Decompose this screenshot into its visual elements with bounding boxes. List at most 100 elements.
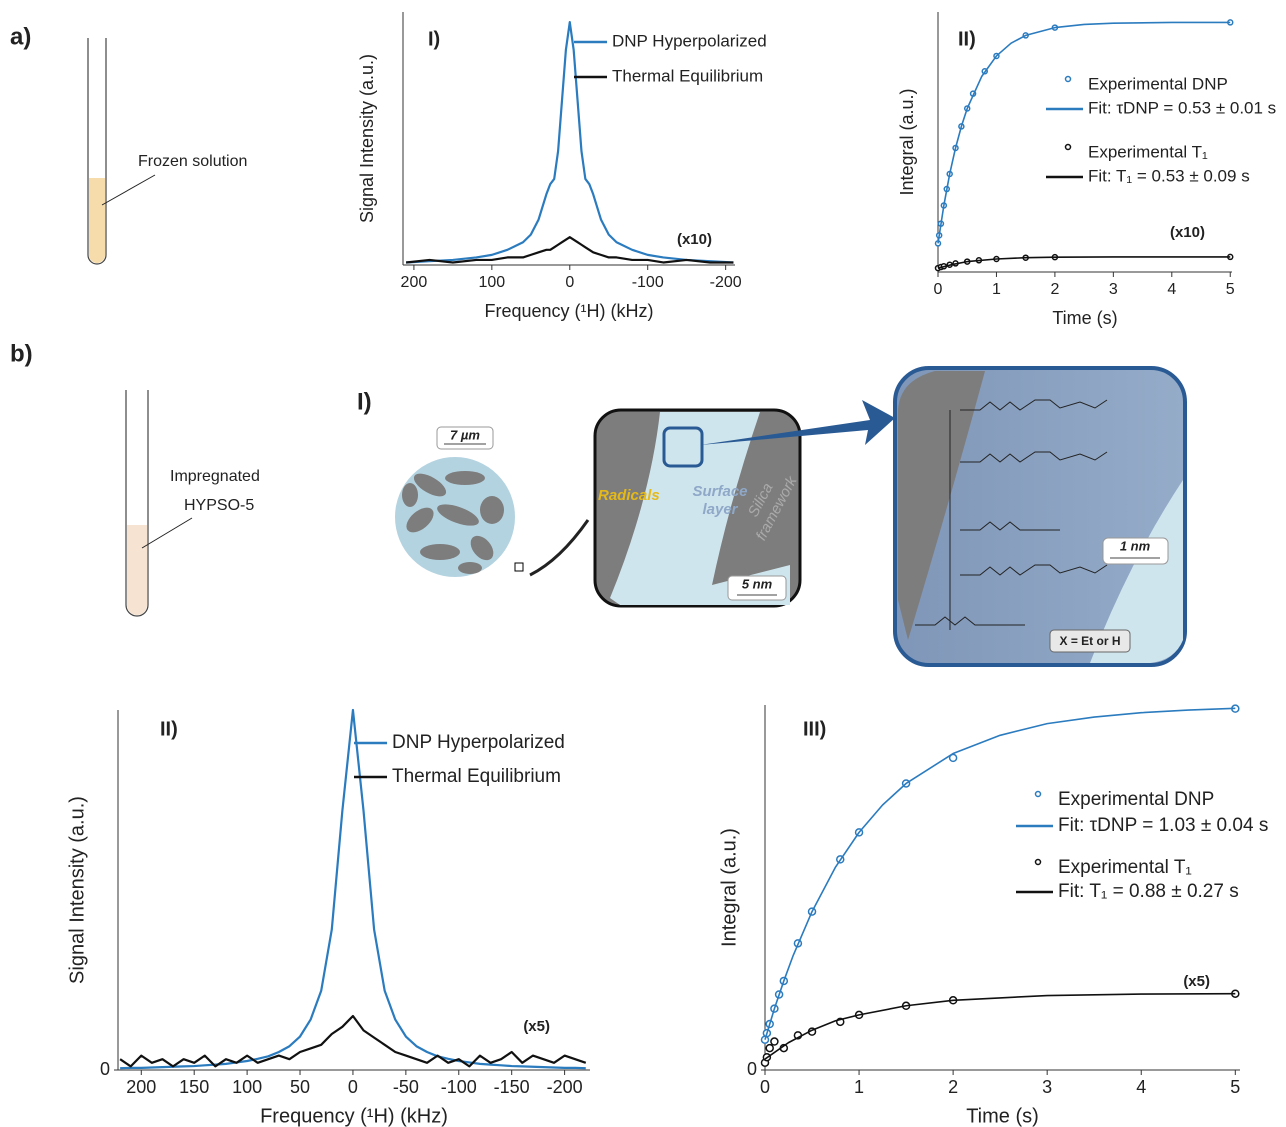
legend-label: Fit: T₁ = 0.53 ± 0.09 s	[1088, 166, 1250, 185]
x-axis-label: Time (s)	[1052, 308, 1117, 328]
scale-bar-box	[727, 575, 787, 601]
x-tick-label: -100	[632, 274, 664, 291]
x-tick-label: 100	[478, 274, 505, 291]
scale-bar-label: 5 nm	[742, 576, 773, 591]
x-tick-label: -200	[547, 1077, 583, 1097]
legend-label: Thermal Equilibrium	[392, 766, 561, 787]
x-tick-label: 3	[1042, 1077, 1052, 1097]
y-axis-label: Integral (a.u.)	[718, 828, 740, 947]
legend-label: Fit: T₁ = 0.88 ± 0.27 s	[1058, 881, 1239, 902]
legend-label: Experimental T₁	[1088, 142, 1208, 161]
legend-swatch	[1034, 858, 1042, 866]
x-tick-label: 0	[760, 1077, 770, 1097]
legend-label: Experimental DNP	[1088, 74, 1228, 93]
x-tick-label: 3	[1109, 281, 1118, 298]
legend-label: Experimental T₁	[1058, 857, 1192, 878]
tube-label: HYPSO-5	[184, 497, 254, 514]
tube	[125, 390, 149, 617]
impregnated-sample	[127, 525, 147, 615]
scale-bar-label: 1 nm	[1120, 538, 1151, 553]
x-tick-label: 0	[565, 274, 574, 291]
legend-swatch	[1064, 143, 1072, 151]
x-tick-label: 150	[179, 1077, 209, 1097]
annotation: (x5)	[1183, 973, 1210, 990]
x-tick-label: 50	[290, 1077, 310, 1097]
x-tick-label: 200	[126, 1077, 156, 1097]
leader-line	[141, 517, 193, 549]
legend-label: DNP Hyperpolarized	[612, 31, 767, 50]
series-line	[406, 21, 734, 264]
legend-label: Thermal Equilibrium	[612, 66, 763, 85]
y-tick-label: 0	[747, 1059, 757, 1079]
legend-label: Fit: τDNP = 0.53 ± 0.01 s	[1088, 98, 1276, 117]
legend-swatch	[1064, 75, 1072, 83]
x-tick-label: 2	[1050, 281, 1059, 298]
annotation: Radicals	[598, 487, 660, 504]
x-tick-label: -200	[710, 274, 742, 291]
annotation: Surface	[692, 483, 747, 500]
panel-label: a)	[10, 23, 31, 50]
molecular-panel	[893, 366, 1187, 667]
x-tick-label: 0	[934, 281, 943, 298]
zoom-arrow	[700, 400, 895, 445]
series-line	[937, 256, 1231, 269]
x-axis-label: Frequency (¹H) (kHz)	[260, 1105, 448, 1127]
panel-label: b)	[10, 340, 33, 367]
series-line	[764, 707, 1236, 1040]
x-tick-label: 5	[1230, 1077, 1240, 1097]
frozen-solution	[89, 178, 105, 263]
y-axis-label: Signal Intensity (a.u.)	[66, 796, 88, 984]
series-line	[937, 21, 1231, 244]
data-point	[770, 1037, 779, 1046]
tube	[87, 38, 107, 265]
x-axis-label: Time (s)	[966, 1105, 1039, 1127]
x-tick-label: 4	[1136, 1077, 1146, 1097]
legend-label: DNP Hyperpolarized	[392, 732, 565, 753]
panel-title: II)	[160, 718, 178, 740]
zoom-arrow	[529, 519, 590, 577]
series-line	[119, 1014, 587, 1068]
tube-label: Frozen solution	[138, 153, 247, 170]
x-tick-label: -50	[393, 1077, 419, 1097]
annotation: (x5)	[523, 1018, 550, 1035]
y-tick-label: 0	[100, 1059, 110, 1079]
x-tick-label: 100	[232, 1077, 262, 1097]
x-tick-label: 1	[992, 281, 1001, 298]
tube-label: Impregnated	[170, 468, 260, 485]
panel-title: I)	[428, 28, 440, 50]
note-box	[1049, 629, 1131, 653]
annotation: layer	[702, 501, 738, 518]
leader-line	[101, 174, 156, 206]
scale-bar-label: 7 µm	[450, 427, 480, 442]
x-tick-label: 4	[1167, 281, 1176, 298]
legend-label: Fit: τDNP = 1.03 ± 0.04 s	[1058, 815, 1268, 836]
zoom-box	[662, 426, 704, 468]
pore	[610, 412, 790, 605]
silica-domains	[402, 471, 504, 574]
x-tick-label: 2	[948, 1077, 958, 1097]
zoom-box	[514, 562, 524, 572]
legend-label: Experimental DNP	[1058, 789, 1214, 810]
note: X = Et or H	[1059, 634, 1120, 648]
silica-wall	[898, 371, 985, 640]
x-tick-label: 200	[401, 274, 428, 291]
pore	[1090, 480, 1183, 663]
series-line	[764, 992, 1236, 1060]
x-tick-label: 1	[854, 1077, 864, 1097]
x-axis-label: Frequency (¹H) (kHz)	[484, 301, 653, 321]
legend-swatch	[1034, 790, 1042, 798]
series-line	[120, 708, 586, 1070]
panel-title: II)	[958, 28, 976, 50]
panel-title: III)	[803, 718, 826, 740]
series-line	[405, 236, 734, 264]
panel-label: I)	[357, 388, 372, 415]
molecules	[915, 399, 1108, 630]
y-axis-label: Integral (a.u.)	[897, 88, 917, 195]
x-tick-label: -150	[494, 1077, 530, 1097]
data-point	[765, 1043, 774, 1053]
x-tick-label: 0	[348, 1077, 358, 1097]
x-tick-label: 5	[1226, 281, 1235, 298]
y-axis-label: Signal Intensity (a.u.)	[357, 54, 377, 223]
x-tick-label: -100	[441, 1077, 477, 1097]
